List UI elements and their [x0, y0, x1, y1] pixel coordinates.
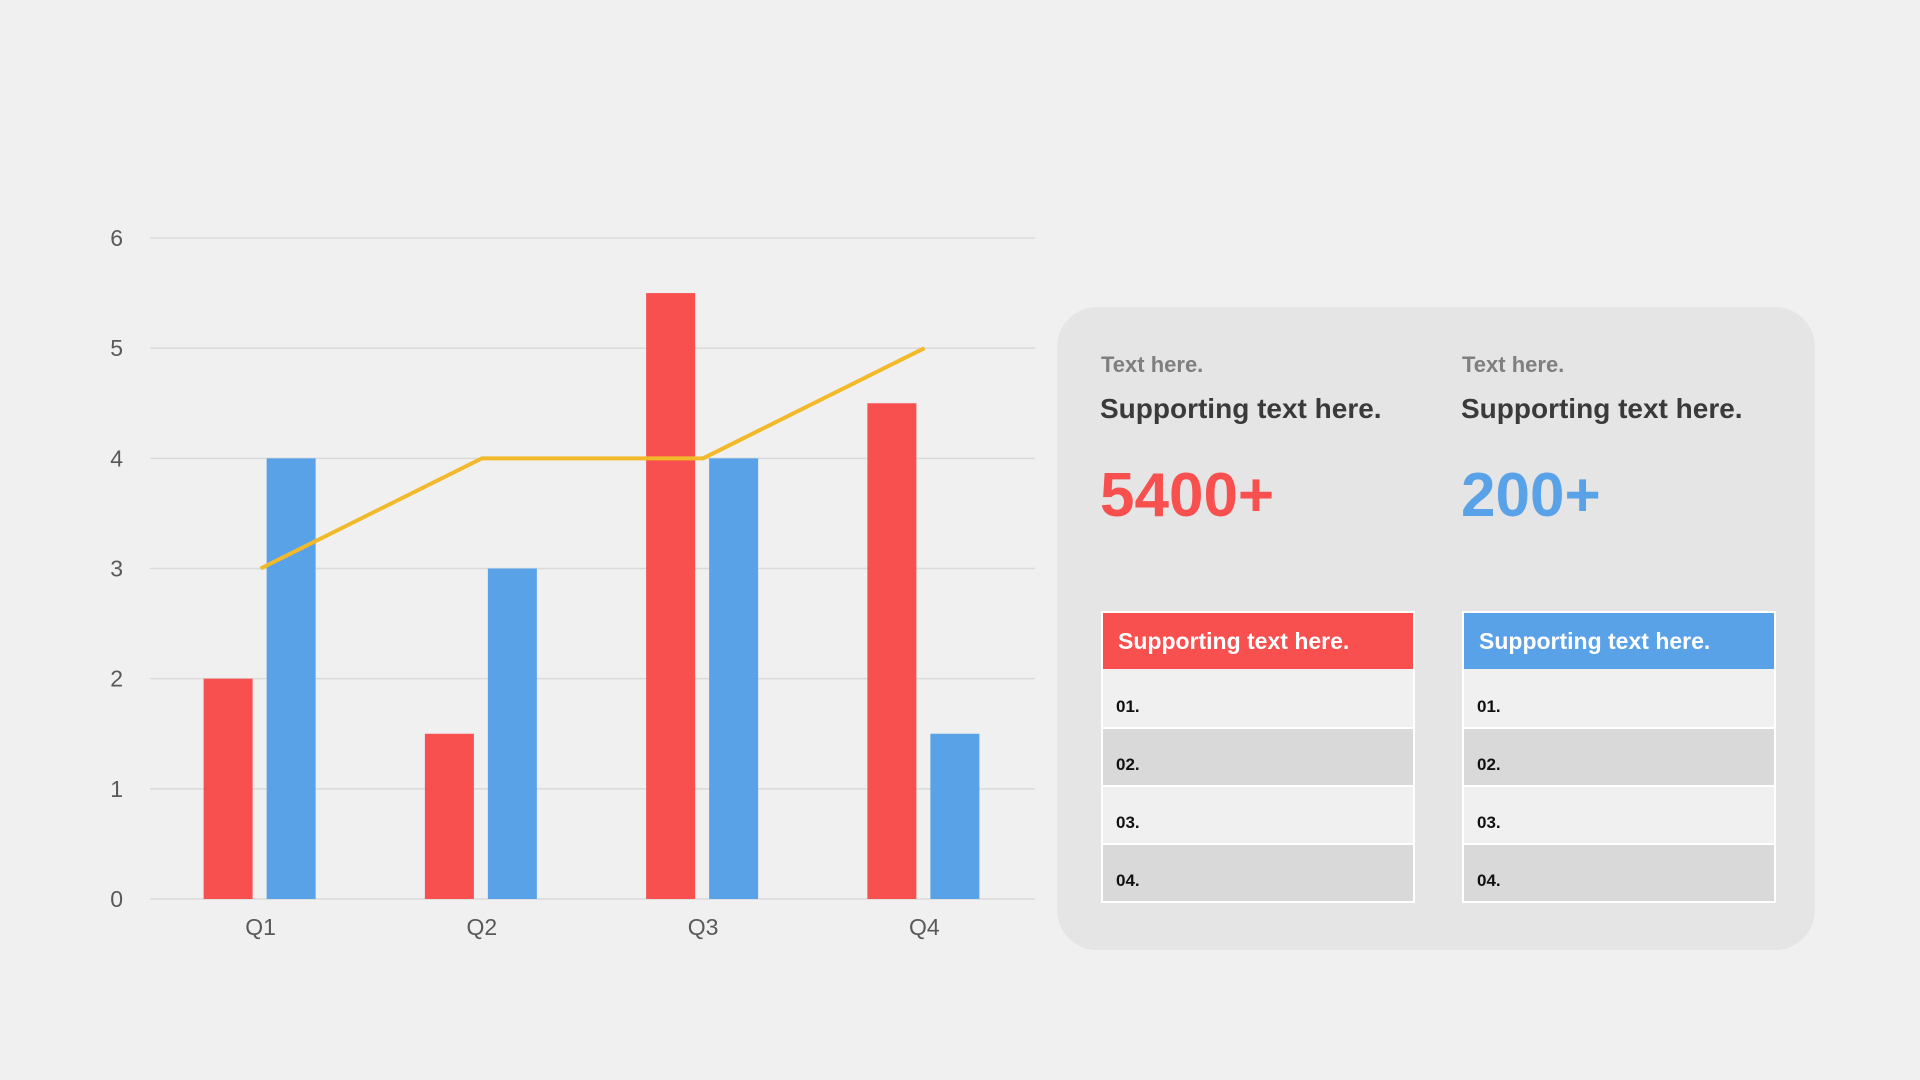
- table-row: 01.: [1464, 669, 1774, 727]
- bar: [930, 733, 980, 899]
- card-small-label: Text here.: [1462, 352, 1565, 377]
- stats-panel: Text here. Supporting text here. 5400+ S…: [1057, 307, 1815, 950]
- card-big-number: 5400+: [1100, 461, 1275, 530]
- y-tick-label: 4: [110, 445, 123, 471]
- y-tick-label: 0: [110, 886, 123, 912]
- y-tick-label: 2: [110, 666, 123, 692]
- bar: [646, 293, 696, 899]
- table-row: 02.: [1464, 727, 1774, 785]
- card-table-header: Supporting text here.: [1103, 613, 1413, 669]
- row-number: 02.: [1116, 755, 1140, 774]
- card-support-label: Supporting text here.: [1100, 393, 1382, 424]
- row-number: 04.: [1116, 871, 1140, 890]
- y-tick-label: 1: [110, 776, 123, 802]
- card-support-label: Supporting text here.: [1461, 393, 1743, 424]
- y-tick-label: 3: [110, 556, 123, 582]
- bar: [203, 678, 253, 899]
- line-series: [259, 346, 926, 571]
- row-number: 04.: [1477, 871, 1501, 890]
- table-row: 01.: [1103, 669, 1413, 727]
- combo-chart: 0 1 2 3 4 5 6 Q1 Q2 Q3 Q4: [110, 225, 1035, 940]
- row-number: 01.: [1477, 697, 1501, 716]
- card-table: Supporting text here. 01. 02. 03. 04.: [1101, 611, 1415, 903]
- card-table: Supporting text here. 01. 02. 03. 04.: [1462, 611, 1776, 903]
- card-big-number: 200+: [1461, 461, 1601, 530]
- bar: [487, 568, 537, 899]
- table-row: 02.: [1103, 727, 1413, 785]
- y-tick-label: 6: [110, 225, 123, 251]
- bar: [867, 403, 917, 899]
- bar: [709, 458, 759, 899]
- table-row: 03.: [1103, 785, 1413, 843]
- table-row: 04.: [1103, 843, 1413, 901]
- x-tick-label: Q4: [909, 914, 940, 940]
- card-table-header: Supporting text here.: [1464, 613, 1774, 669]
- bar: [424, 733, 474, 899]
- table-row: 03.: [1464, 785, 1774, 843]
- table-row: 04.: [1464, 843, 1774, 901]
- row-number: 03.: [1477, 813, 1501, 832]
- row-number: 02.: [1477, 755, 1501, 774]
- card-small-label: Text here.: [1101, 352, 1204, 377]
- bar: [266, 458, 316, 899]
- x-tick-label: Q2: [467, 914, 498, 940]
- x-tick-label: Q1: [245, 914, 276, 940]
- x-tick-label: Q3: [688, 914, 719, 940]
- row-number: 01.: [1116, 697, 1140, 716]
- y-tick-label: 5: [110, 335, 123, 361]
- row-number: 03.: [1116, 813, 1140, 832]
